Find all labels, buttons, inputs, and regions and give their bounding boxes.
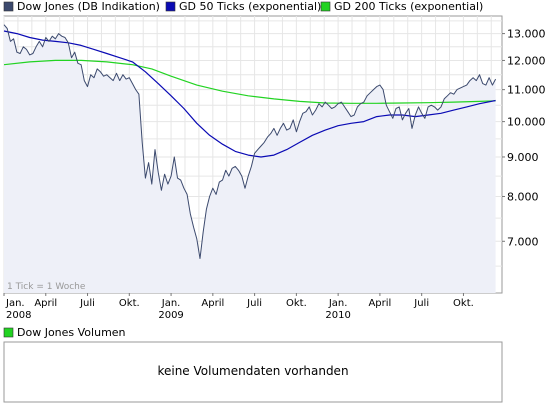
x-tick-label: Jan. <box>161 298 181 309</box>
price-area-fill <box>4 24 496 293</box>
legend-label-dowjones: Dow Jones (DB Indikation) <box>17 0 160 13</box>
x-tick-label: Okt. <box>453 298 474 309</box>
x-tick-label: April <box>368 298 391 309</box>
series-line-dowjones <box>3 24 497 259</box>
x-tick-label: Jan. <box>328 298 348 309</box>
x-tick-label: Jan. <box>5 298 25 309</box>
x-tick-year-label: 2009 <box>158 310 183 321</box>
volume-legend-swatch <box>3 327 14 338</box>
legend: Dow Jones (DB Indikation) GD 50 Ticks (e… <box>3 0 483 13</box>
y-tick-label: 8.000 <box>507 190 539 203</box>
y-tick-label: 11.000 <box>507 84 545 97</box>
y-axis-ticks: 7.000 8.000 9.000 10.000 11.000 12.000 13.000 <box>502 28 545 248</box>
y-tick-label: 13.000 <box>507 28 545 41</box>
legend-label-gd200: GD 200 Ticks (exponential) <box>334 0 483 13</box>
x-tick-label: Okt. <box>286 298 307 309</box>
y-tick-label: 10.000 <box>507 116 545 129</box>
legend-label-gd50: GD 50 Ticks (exponential) <box>179 0 321 13</box>
x-tick-label: Juli <box>246 298 262 309</box>
x-tick-year-label: 2010 <box>325 310 350 321</box>
series-line-gd50 <box>3 30 496 158</box>
x-tick-year-label: 2008 <box>6 310 31 321</box>
volume-legend-label: Dow Jones Volumen <box>17 326 126 339</box>
legend-swatch-dowjones <box>3 1 14 12</box>
x-tick-label: Okt. <box>119 298 140 309</box>
volume-frame <box>3 341 503 403</box>
y-tick-label: 7.000 <box>507 235 539 248</box>
x-tick-label: Juli <box>413 298 429 309</box>
x-tick-label: Juli <box>79 298 95 309</box>
y-tick-label: 9.000 <box>507 151 539 164</box>
legend-swatch-gd50 <box>165 1 176 12</box>
series-layer <box>3 24 497 259</box>
volume-panel: Dow Jones Volumen keine Volumendaten vor… <box>3 326 503 403</box>
footnote: 1 Tick = 1 Woche <box>7 282 86 292</box>
y-tick-label: 12.000 <box>507 54 545 67</box>
legend-swatch-gd200 <box>320 1 331 12</box>
x-tick-label: April <box>201 298 224 309</box>
volume-empty-message: keine Volumendaten vorhanden <box>157 364 348 378</box>
x-tick-label: April <box>34 298 57 309</box>
series-line-gd200 <box>3 59 496 104</box>
